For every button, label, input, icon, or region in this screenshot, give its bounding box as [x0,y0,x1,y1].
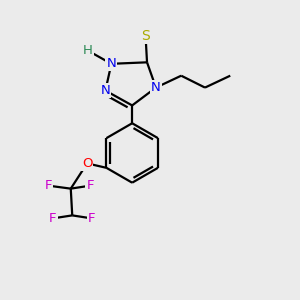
Text: N: N [106,57,116,70]
Text: F: F [88,212,95,225]
Text: N: N [100,84,110,97]
Text: F: F [45,179,52,192]
Text: O: O [82,157,92,170]
Text: N: N [151,81,161,94]
Text: F: F [49,212,57,225]
Text: F: F [86,179,94,192]
Text: H: H [82,44,92,57]
Text: S: S [141,28,150,43]
